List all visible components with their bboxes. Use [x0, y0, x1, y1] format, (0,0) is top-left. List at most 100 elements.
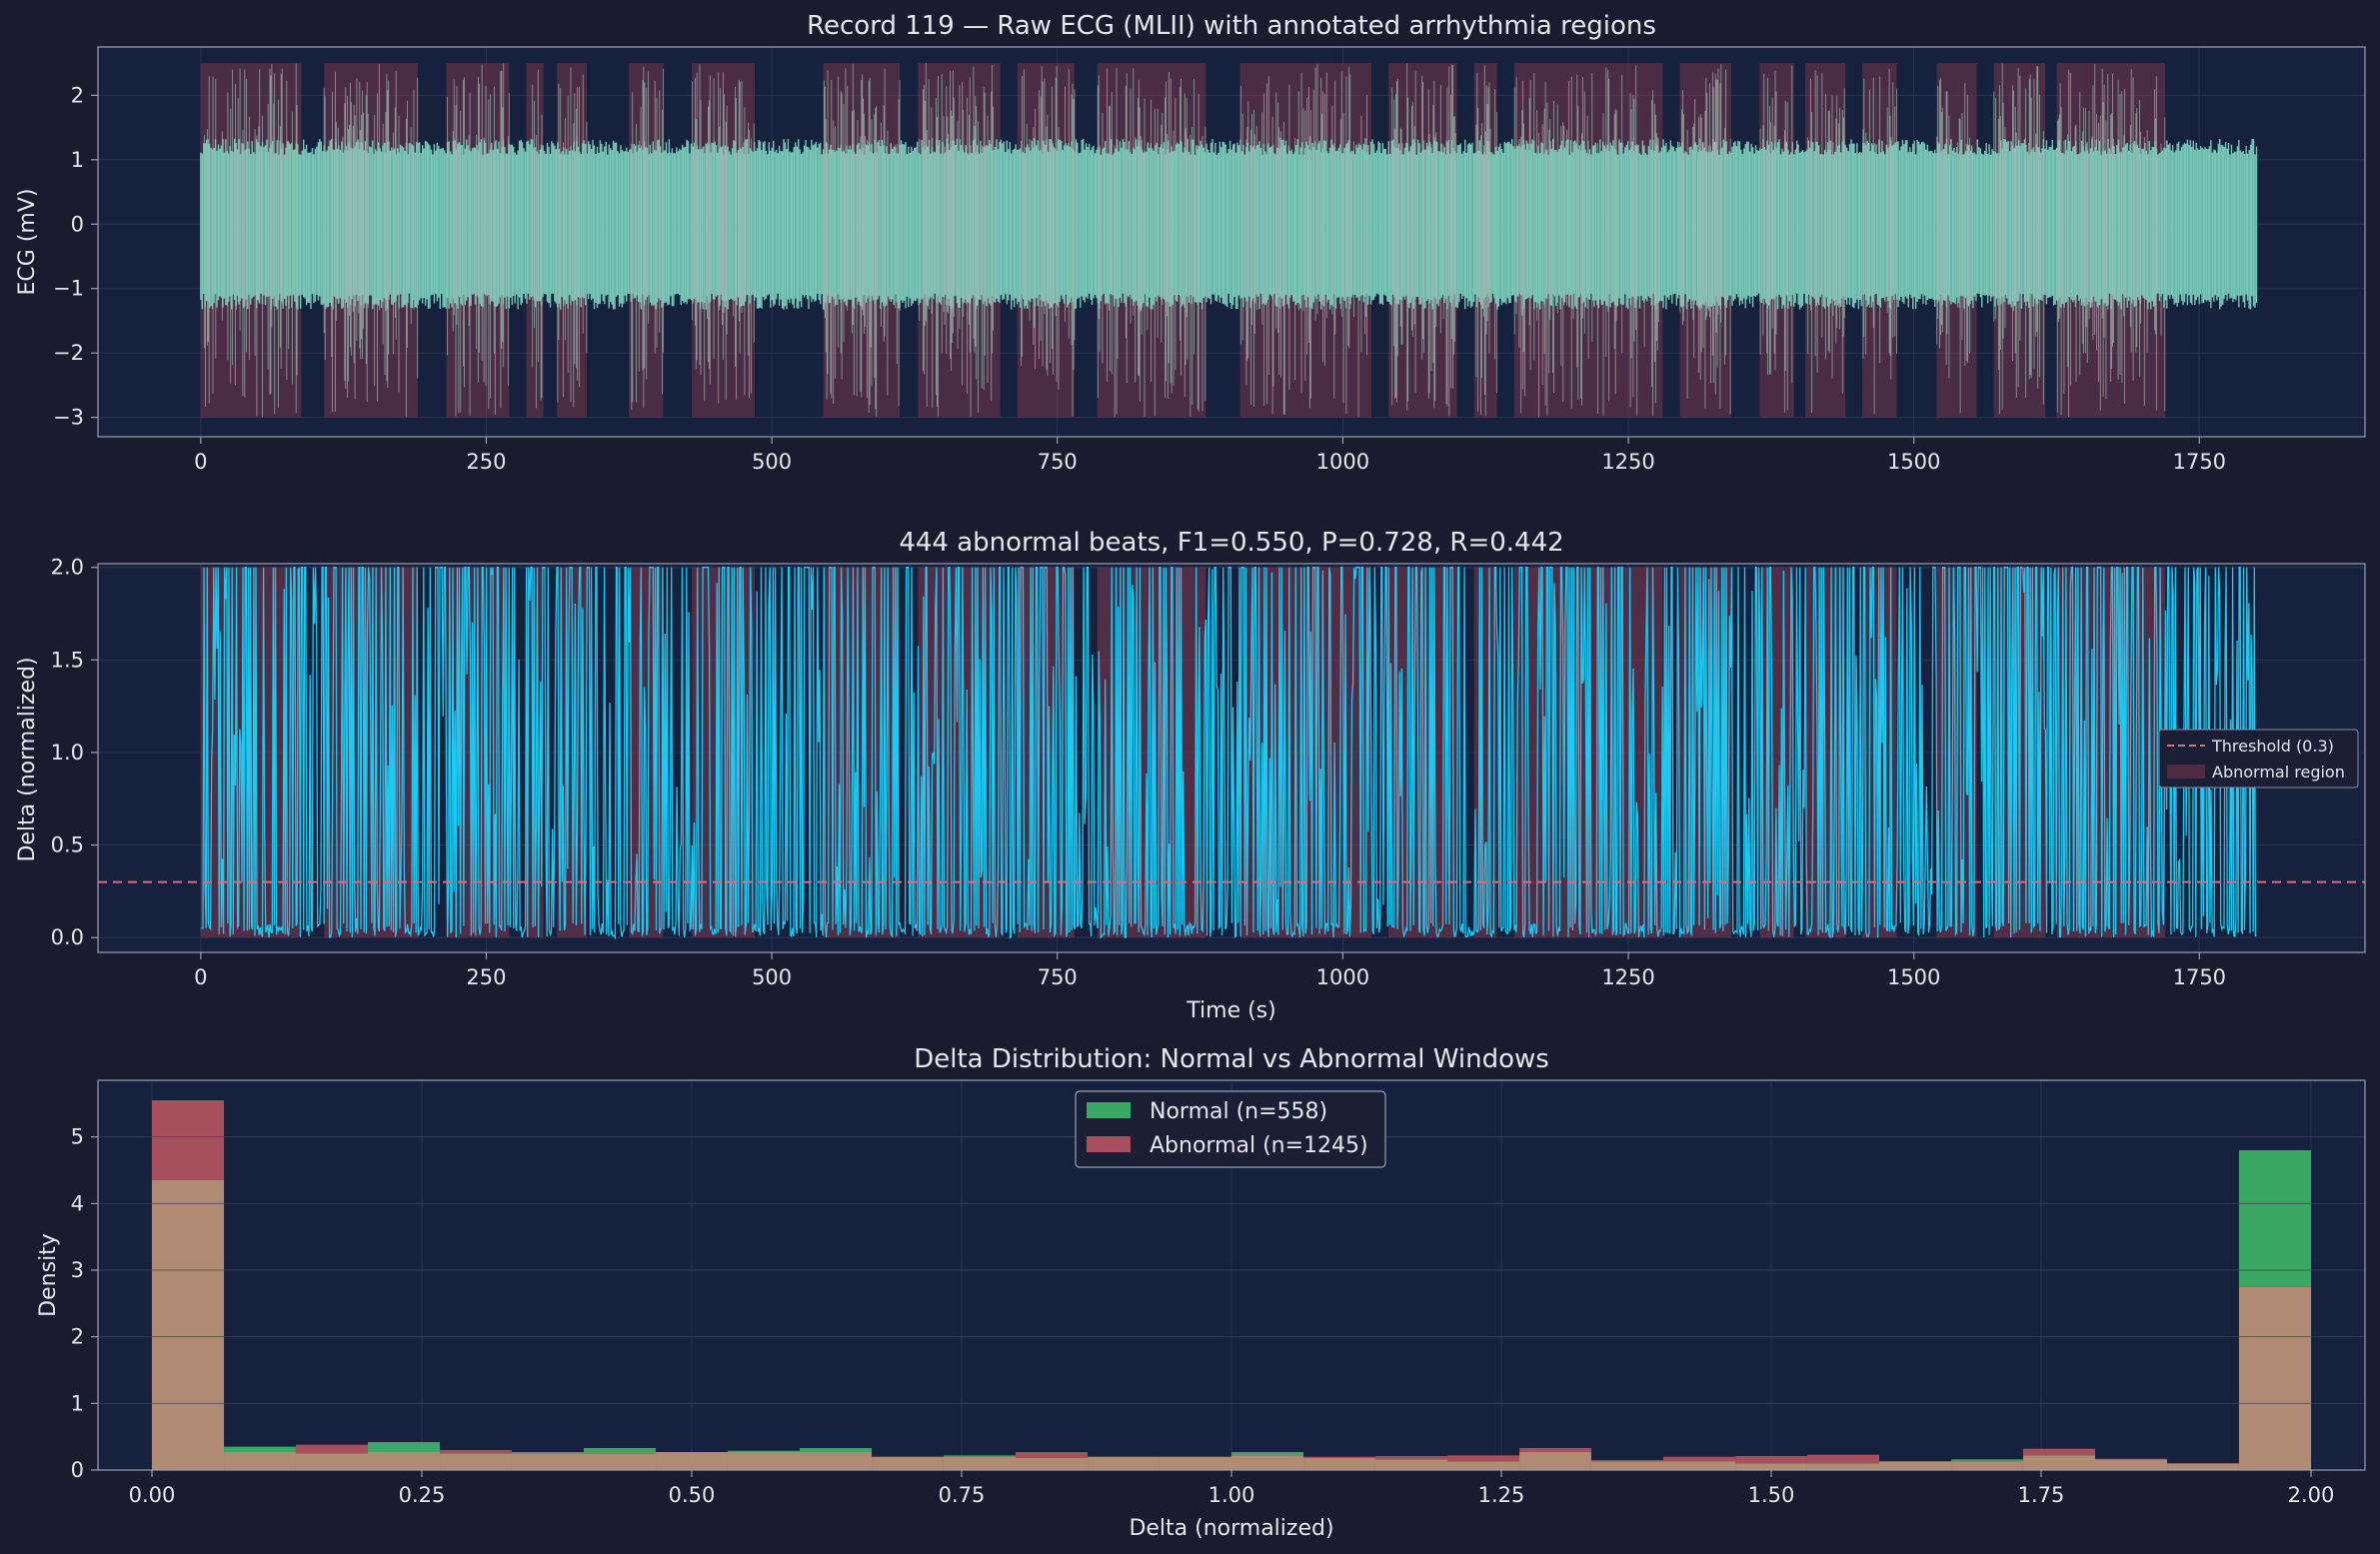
- histogram-bars: [98, 1100, 2365, 1471]
- delta-x-axis-label: Time (s): [1186, 998, 1275, 1023]
- histogram-bar-overlap: [1088, 1456, 1160, 1470]
- histogram-bar-overlap: [1519, 1452, 1591, 1470]
- legend-abnormal-label: Abnormal (n=1245): [1150, 1133, 1368, 1158]
- x-tick-label: 2.00: [2288, 1483, 2335, 1507]
- histogram-bar-top: [800, 1448, 873, 1452]
- histogram-bar-top: [1374, 1456, 1447, 1460]
- y-tick-label: 1: [71, 1391, 84, 1415]
- x-tick-label: 0.50: [669, 1483, 716, 1507]
- x-tick-label: 0: [194, 450, 207, 474]
- histogram-bar-overlap: [295, 1453, 368, 1470]
- legend-abnormal-swatch: [2167, 765, 2205, 778]
- x-tick-label: 1250: [1601, 450, 1654, 474]
- delta-panel: 0 250 500 750 1000 1250 1500 1750 0.0 0.5 1.0 1.5 2…: [15, 528, 2366, 1023]
- histogram-bar-top: [1951, 1459, 2023, 1462]
- x-tick-label: 1.25: [1478, 1483, 1525, 1507]
- delta-chart-title: 444 abnormal beats, F1=0.550, P=0.728, R…: [899, 528, 1563, 558]
- histogram-bar-top: [2238, 1150, 2311, 1287]
- delta-y-ticks: 0.0 0.5 1.0 1.5 2.0: [51, 556, 98, 949]
- histogram-bar-overlap: [368, 1452, 441, 1470]
- histogram-bar-top: [727, 1450, 800, 1452]
- histogram-x-ticks: 0.00 0.25 0.50 0.75 1.00 1.25 1.50 1.75 2.00: [129, 1470, 2335, 1507]
- ecg-chart-title: Record 119 — Raw ECG (MLII) with annotat…: [807, 11, 1656, 41]
- histogram-bar-top: [584, 1448, 657, 1454]
- y-tick-label: 4: [71, 1191, 84, 1215]
- histogram-bar-overlap: [872, 1456, 944, 1470]
- histogram-chart-title: Delta Distribution: Normal vs Abnormal W…: [914, 1044, 1549, 1074]
- histogram-bar-overlap: [1951, 1461, 2023, 1470]
- x-tick-label: 1750: [2173, 965, 2226, 989]
- ecg-x-ticks: 0 250 500 750 1000 1250 1500 1750: [194, 437, 2226, 474]
- histogram-bar-top: [440, 1450, 512, 1454]
- y-tick-label: 1: [71, 148, 84, 172]
- histogram-bar-top: [1590, 1460, 1663, 1462]
- ecg-trace: [200, 63, 2258, 418]
- histogram-y-axis-label: Density: [36, 1233, 61, 1317]
- x-tick-label: 250: [466, 450, 506, 474]
- legend-abnormal-swatch-hist: [1087, 1136, 1131, 1152]
- histogram-bar-overlap: [943, 1456, 1016, 1470]
- histogram-panel: 0.00 0.25 0.50 0.75 1.00 1.25 1.50 1.75 2.00 0 1 2…: [36, 1044, 2366, 1541]
- histogram-bar-overlap: [1303, 1458, 1375, 1470]
- histogram-bar-overlap: [1231, 1455, 1304, 1470]
- histogram-bar-top: [1447, 1455, 1520, 1462]
- x-tick-label: 0.75: [939, 1483, 986, 1507]
- histogram-bar-top: [224, 1446, 296, 1452]
- x-tick-label: 0.25: [399, 1483, 446, 1507]
- legend-normal-label: Normal (n=558): [1150, 1099, 1327, 1124]
- histogram-bar-overlap: [1663, 1461, 1736, 1470]
- delta-y-axis-label: Delta (normalized): [15, 657, 40, 861]
- y-tick-label: 2: [71, 83, 84, 107]
- x-tick-label: 1250: [1601, 965, 1654, 989]
- histogram-bar-overlap: [1735, 1463, 1807, 1470]
- histogram-bar-top: [2022, 1448, 2095, 1456]
- histogram-bar-top: [368, 1442, 441, 1452]
- delta-axes-frame: [97, 563, 2366, 953]
- histogram-bar-overlap: [152, 1180, 225, 1470]
- y-tick-label: 0: [71, 1458, 84, 1482]
- x-tick-label: 750: [1038, 450, 1078, 474]
- delta-legend: Threshold (0.3) Abnormal region: [2158, 729, 2359, 788]
- y-tick-label: 5: [71, 1125, 84, 1149]
- histogram-bar-top: [1519, 1448, 1591, 1452]
- x-tick-label: 1.75: [2018, 1483, 2065, 1507]
- histogram-bar-overlap: [2238, 1286, 2311, 1470]
- y-tick-label: 1.0: [51, 741, 84, 765]
- x-tick-label: 1500: [1887, 965, 1940, 989]
- y-tick-label: 3: [71, 1258, 84, 1282]
- ecg-y-axis-label: ECG (mV): [15, 189, 40, 296]
- x-tick-label: 1.00: [1208, 1483, 1255, 1507]
- histogram-bar-overlap: [584, 1453, 657, 1470]
- histogram-bar-top: [1303, 1456, 1375, 1458]
- x-tick-label: 500: [752, 965, 792, 989]
- y-tick-label: 2.0: [51, 556, 84, 580]
- histogram-bar-overlap: [1806, 1463, 1879, 1470]
- x-tick-label: 1500: [1887, 450, 1940, 474]
- histogram-bar-top: [295, 1444, 368, 1454]
- histogram-bar-overlap: [440, 1453, 512, 1470]
- histogram-bar-overlap: [2095, 1459, 2168, 1470]
- delta-trace: [200, 567, 2257, 940]
- histogram-bar-top: [1016, 1452, 1089, 1458]
- ecg-axes-frame: [97, 46, 2366, 438]
- x-tick-label: 1000: [1316, 965, 1369, 989]
- x-tick-label: 0.00: [129, 1483, 176, 1507]
- legend-abnormal-region-label: Abnormal region: [2212, 763, 2345, 781]
- histogram-bar-overlap: [800, 1452, 873, 1470]
- histogram-bar-top: [1231, 1452, 1304, 1456]
- y-tick-label: 0: [71, 212, 84, 236]
- histogram-bar-top: [1735, 1456, 1807, 1464]
- ecg-spikes: [204, 63, 2166, 418]
- histogram-bar-overlap: [511, 1453, 584, 1470]
- delta-legend-box: [2158, 729, 2359, 788]
- legend-threshold-label: Threshold (0.3): [2211, 737, 2334, 756]
- ecg-y-ticks: −3 −2 −1 0 1 2: [53, 83, 98, 430]
- histogram-bar-overlap: [656, 1452, 728, 1470]
- histogram-legend-box: [1075, 1090, 1386, 1168]
- histogram-bar-top: [2095, 1458, 2168, 1460]
- x-tick-label: 0: [194, 965, 207, 989]
- histogram-bar-overlap: [1374, 1459, 1447, 1470]
- histogram-bar-overlap: [1590, 1461, 1663, 1470]
- histogram-bar-top: [943, 1455, 1016, 1457]
